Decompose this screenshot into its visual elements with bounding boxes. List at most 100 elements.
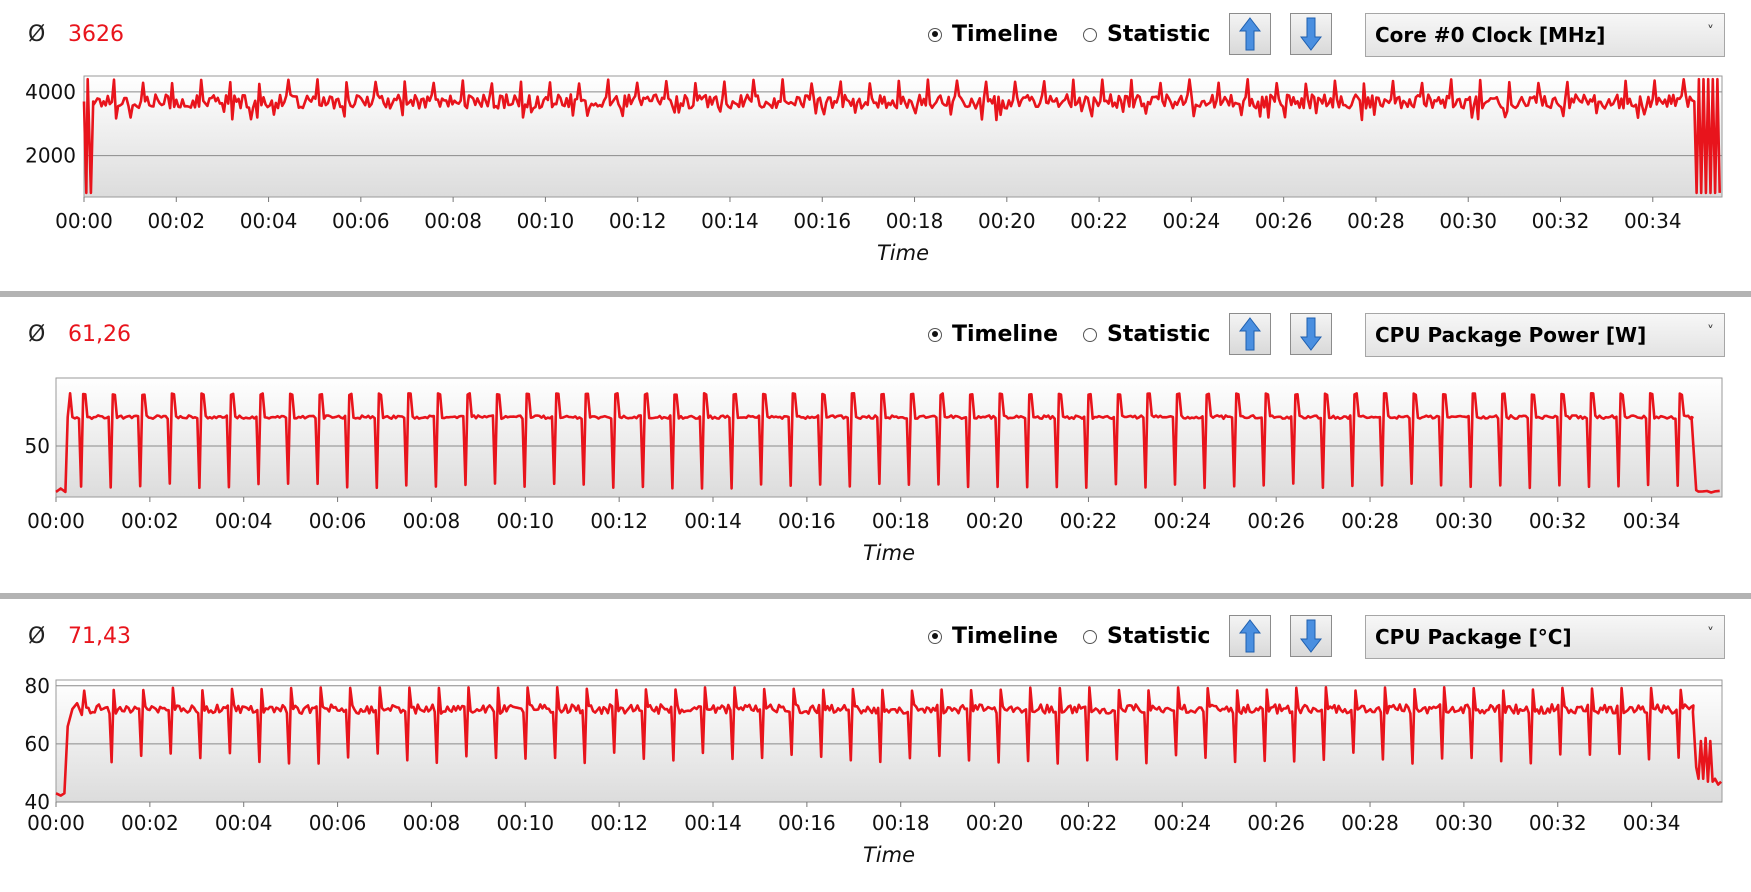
x-tick-label: 00:14 — [684, 811, 742, 835]
x-tick-label: 00:32 — [1532, 209, 1590, 233]
sensor-select-value: CPU Package [°C] — [1375, 625, 1572, 649]
x-tick-label: 00:12 — [590, 509, 648, 533]
radio-timeline-label: Timeline — [952, 322, 1059, 347]
x-tick-label: 00:10 — [517, 209, 575, 233]
radio-timeline[interactable]: Timeline — [928, 322, 1058, 347]
radio-statistic[interactable]: Statistic — [1083, 22, 1210, 47]
x-tick-label: 00:00 — [55, 209, 113, 233]
move-up-button[interactable] — [1229, 313, 1271, 355]
move-up-button[interactable] — [1229, 615, 1271, 657]
x-tick-label: 00:12 — [609, 209, 667, 233]
x-tick-label: 00:16 — [793, 209, 851, 233]
x-tick-label: 00:00 — [27, 509, 85, 533]
x-tick-label: 00:12 — [590, 811, 648, 835]
average-symbol: Ø — [28, 322, 46, 347]
temperature-series-line — [55, 686, 1723, 797]
average-symbol: Ø — [28, 22, 46, 47]
arrow-up-icon — [1239, 317, 1261, 351]
arrow-down-icon — [1300, 619, 1322, 653]
x-tick-label: 00:04 — [215, 509, 273, 533]
panel-separator — [0, 291, 1751, 297]
x-tick-label: 00:22 — [1070, 209, 1128, 233]
move-up-button[interactable] — [1229, 13, 1271, 55]
x-tick-label: 00:18 — [872, 811, 930, 835]
panel-separator — [0, 593, 1751, 599]
arrow-up-icon — [1239, 619, 1261, 653]
radio-timeline[interactable]: Timeline — [928, 22, 1058, 47]
x-tick-label: 00:14 — [701, 209, 759, 233]
radio-timeline-label: Timeline — [952, 624, 1059, 649]
power-chart: 50 00:00 00:02 00:04 00:06 00:08 00:10 00:12 00:… — [25, 377, 1723, 565]
x-tick-label: 00:08 — [424, 209, 482, 233]
average-symbol: Ø — [28, 624, 46, 649]
radio-timeline-label: Timeline — [952, 22, 1059, 47]
y-tick-label: 80 — [25, 674, 50, 698]
x-tick-label: 00:26 — [1255, 209, 1313, 233]
x-tick-label: 00:28 — [1341, 509, 1399, 533]
arrow-down-icon — [1300, 317, 1322, 351]
radio-statistic-label: Statistic — [1107, 322, 1211, 347]
y-tick-label: 50 — [25, 434, 50, 458]
x-tick-label: 00:34 — [1623, 509, 1681, 533]
y-tick-label: 40 — [25, 790, 50, 814]
x-tick-label: 00:18 — [872, 509, 930, 533]
radio-unchecked-icon — [1083, 27, 1097, 42]
x-tick-label: 00:30 — [1435, 811, 1493, 835]
sensor-panel-clock: Ø 3626 Timeline Statistic Core #0 Clock … — [0, 0, 1751, 290]
move-down-button[interactable] — [1290, 313, 1332, 355]
average-value: 3626 — [68, 22, 124, 47]
x-axis-title: Time — [863, 843, 915, 867]
x-tick-label: 00:20 — [978, 209, 1036, 233]
arrow-down-icon — [1300, 17, 1322, 51]
sensor-select-value: CPU Package Power [W] — [1375, 323, 1647, 347]
x-tick-label: 00:30 — [1439, 209, 1497, 233]
chevron-down-icon: ˅ — [1707, 324, 1714, 340]
x-tick-label: 00:06 — [332, 209, 390, 233]
arrow-up-icon — [1239, 17, 1261, 51]
radio-unchecked-icon — [1083, 629, 1097, 644]
x-tick-label: 00:16 — [778, 811, 836, 835]
x-axis-title: Time — [877, 241, 929, 265]
x-tick-label: 00:08 — [403, 811, 461, 835]
y-tick-label: 2000 — [25, 144, 76, 168]
x-tick-label: 00:16 — [778, 509, 836, 533]
x-tick-label: 00:02 — [121, 811, 179, 835]
radio-timeline[interactable]: Timeline — [928, 624, 1058, 649]
x-tick-label: 00:10 — [496, 509, 554, 533]
x-tick-label: 00:24 — [1163, 209, 1221, 233]
x-tick-label: 00:34 — [1624, 209, 1682, 233]
move-down-button[interactable] — [1290, 13, 1332, 55]
radio-statistic[interactable]: Statistic — [1083, 322, 1210, 347]
average-value: 71,43 — [68, 624, 131, 649]
plot-area — [83, 75, 1723, 198]
temperature-chart: 40 60 80 00:00 00:02 00:04 00:06 00:08 00:10 00:1… — [25, 674, 1723, 867]
sensor-select[interactable]: CPU Package [°C] ˅ — [1365, 615, 1725, 659]
move-down-button[interactable] — [1290, 615, 1332, 657]
x-tick-label: 00:26 — [1247, 811, 1305, 835]
x-tick-label: 00:06 — [309, 509, 367, 533]
y-tick-label: 4000 — [25, 80, 76, 104]
x-tick-label: 00:00 — [27, 811, 85, 835]
sensor-select[interactable]: Core #0 Clock [MHz] ˅ — [1365, 13, 1725, 57]
x-tick-label: 00:04 — [215, 811, 273, 835]
clock-series-line — [82, 77, 1721, 195]
x-tick-label: 00:32 — [1529, 509, 1587, 533]
radio-statistic[interactable]: Statistic — [1083, 624, 1210, 649]
clock-chart: 2000 4000 00:00 00:02 00:04 00:06 00:08 00:10 00… — [25, 75, 1723, 265]
chevron-down-icon: ˅ — [1707, 24, 1714, 40]
sensor-panel-power: Ø 61,26 Timeline Statistic CPU Package P… — [0, 300, 1751, 590]
x-tick-label: 00:28 — [1341, 811, 1399, 835]
average-value: 61,26 — [68, 322, 131, 347]
x-tick-label: 00:20 — [966, 509, 1024, 533]
x-tick-label: 00:14 — [684, 509, 742, 533]
x-tick-label: 00:26 — [1247, 509, 1305, 533]
x-tick-label: 00:22 — [1060, 509, 1118, 533]
x-tick-label: 00:04 — [240, 209, 298, 233]
sensor-panel-temperature: Ø 71,43 Timeline Statistic CPU Package [… — [0, 602, 1751, 892]
x-tick-label: 00:28 — [1347, 209, 1405, 233]
x-tick-label: 00:02 — [147, 209, 205, 233]
sensor-select[interactable]: CPU Package Power [W] ˅ — [1365, 313, 1725, 357]
radio-statistic-label: Statistic — [1107, 22, 1211, 47]
x-axis-title: Time — [863, 541, 915, 565]
x-tick-label: 00:08 — [403, 509, 461, 533]
